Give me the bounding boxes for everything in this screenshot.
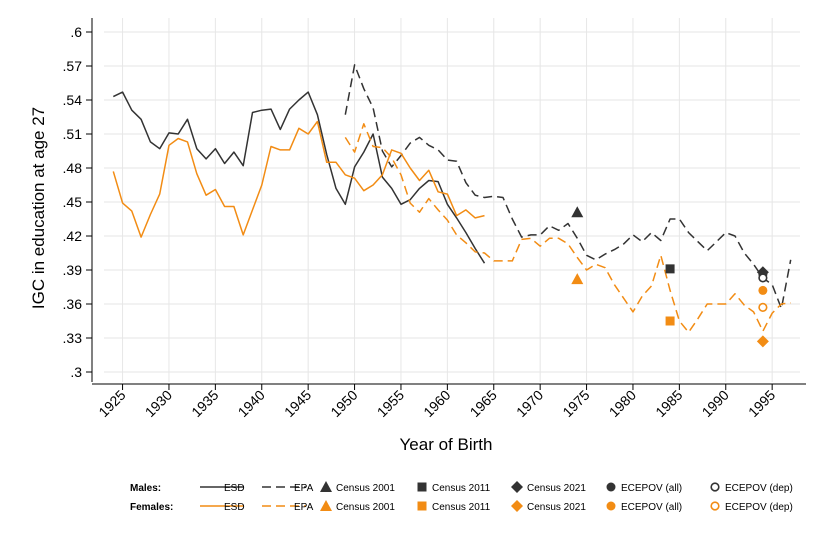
x-tick-label: 1985 — [652, 387, 685, 420]
marker-males-ecepov-dep — [758, 273, 768, 283]
legend: Males: ESD EPA Census 2001 Census 2011 Census… — [130, 481, 793, 513]
y-tick-label: .48 — [63, 160, 83, 176]
gridlines — [104, 18, 800, 382]
point-markers — [571, 206, 769, 348]
x-tick-label: 1990 — [699, 387, 732, 420]
y-tick-label: .6 — [70, 24, 82, 40]
x-tick-label: 1995 — [745, 387, 778, 420]
x-tick-label: 1970 — [513, 387, 546, 420]
axes: .6 .57 .54 .51 .48 .45 .42 .39 .36 .33 .3 1925 1930 1… — [63, 18, 806, 420]
legend-males-label: ECEPOV (all) — [621, 483, 682, 494]
y-tick-label: .36 — [63, 296, 83, 312]
x-tick-label: 1965 — [467, 387, 500, 420]
legend-females-ecepov-dep-swatch — [710, 501, 720, 511]
x-tick-label: 1925 — [95, 387, 128, 420]
marker-females-census-2011 — [665, 316, 675, 326]
y-tick-label: .39 — [63, 262, 83, 278]
x-tick-label: 1940 — [235, 387, 268, 420]
y-axis-title: IGC in education at age 27 — [29, 107, 48, 309]
legend-males-heading: Males: — [130, 483, 161, 494]
marker-males-census-2001 — [571, 206, 584, 218]
legend-males-label: EPA — [294, 483, 314, 494]
series-lines — [112, 64, 792, 334]
legend-males-label: Census 2021 — [527, 483, 586, 494]
x-axis-title: Year of Birth — [400, 435, 493, 454]
legend-females-ecepov-all-swatch — [606, 501, 616, 511]
series-line-males-esd — [112, 91, 486, 264]
legend-females-label: Census 2021 — [527, 502, 586, 513]
series-line-females-epa — [344, 123, 791, 334]
legend-females-label: Census 2001 — [336, 502, 395, 513]
series-line-females-esd — [112, 120, 485, 238]
y-tick-label: .33 — [63, 330, 83, 346]
marker-females-census-2001 — [571, 273, 584, 285]
marker-females-ecepov-all — [758, 285, 768, 295]
x-tick-label: 1935 — [188, 387, 221, 420]
y-tick-label: .3 — [70, 364, 82, 380]
legend-males-label: ECEPOV (dep) — [725, 483, 793, 494]
legend-males-ecepov-dep-swatch — [710, 482, 720, 492]
y-tick-label: .51 — [63, 126, 83, 142]
legend-males-label: ESD — [224, 483, 245, 494]
x-tick-label: 1930 — [142, 387, 175, 420]
y-tick-label: .54 — [63, 92, 83, 108]
marker-females-ecepov-dep — [758, 302, 768, 313]
x-tick-label: 1945 — [281, 387, 314, 420]
legend-males-ecepov-all-swatch — [606, 482, 616, 492]
legend-females-label: ESD — [224, 502, 245, 513]
y-tick-label: .42 — [63, 228, 83, 244]
marker-males-census-2011 — [665, 264, 675, 274]
x-tick-label: 1950 — [327, 387, 360, 420]
legend-males-census-2011-swatch — [417, 482, 427, 492]
x-tick-label: 1980 — [606, 387, 639, 420]
legend-males-label: Census 2011 — [432, 483, 491, 494]
legend-females-census-2021-swatch — [511, 500, 523, 512]
legend-females-heading: Females: — [130, 502, 173, 513]
x-tick-label: 1955 — [374, 387, 407, 420]
legend-males-census-2021-swatch — [511, 481, 523, 493]
legend-females-label: ECEPOV (all) — [621, 502, 682, 513]
legend-females-label: ECEPOV (dep) — [725, 502, 793, 513]
series-line-males-epa — [344, 64, 792, 310]
y-tick-label: .57 — [63, 58, 83, 74]
legend-females-census-2011-swatch — [417, 501, 427, 511]
y-tick-label: .45 — [63, 194, 83, 210]
x-tick-label: 1975 — [559, 387, 592, 420]
legend-males-label: Census 2001 — [336, 483, 395, 494]
x-tick-label: 1960 — [420, 387, 453, 420]
legend-females-label: Census 2011 — [432, 502, 491, 513]
legend-females-label: EPA — [294, 502, 314, 513]
legend-males-census-2001-swatch — [320, 481, 332, 492]
marker-females-census-2021 — [756, 335, 769, 348]
legend-females-census-2001-swatch — [320, 500, 332, 511]
